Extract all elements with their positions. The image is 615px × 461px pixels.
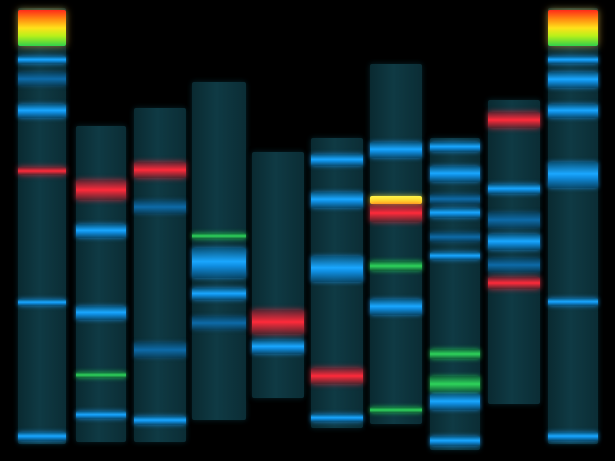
band: [311, 256, 363, 282]
band: [430, 142, 480, 152]
band: [76, 372, 126, 378]
band: [134, 200, 186, 214]
band: [548, 72, 598, 88]
band: [370, 196, 422, 204]
band: [488, 234, 540, 250]
band: [548, 432, 598, 441]
band: [488, 112, 540, 128]
band: [430, 194, 480, 204]
band: [430, 376, 480, 392]
band: [18, 104, 66, 118]
band: [252, 310, 304, 334]
band: [430, 394, 480, 410]
band: [370, 204, 422, 222]
lane-6: [311, 138, 363, 428]
band: [76, 224, 126, 238]
band: [311, 368, 363, 384]
band: [134, 342, 186, 358]
lane-8: [430, 138, 480, 450]
lane-5: [252, 152, 304, 398]
lane-7: [370, 64, 422, 424]
lane-4: [192, 82, 246, 420]
band: [370, 142, 422, 158]
lane-10: [548, 8, 598, 444]
band: [311, 192, 363, 208]
band: [488, 212, 540, 228]
band: [311, 414, 363, 422]
band: [192, 248, 246, 278]
lane-3: [134, 108, 186, 442]
band: [18, 432, 66, 441]
band: [370, 407, 422, 413]
band: [548, 104, 598, 118]
band: [134, 162, 186, 178]
band: [311, 154, 363, 166]
band: [192, 316, 246, 330]
band: [18, 10, 66, 46]
band: [488, 258, 540, 272]
lane-9: [488, 100, 540, 404]
band: [18, 167, 66, 175]
band: [76, 411, 126, 419]
band: [18, 72, 66, 86]
band: [370, 261, 422, 271]
band: [18, 56, 66, 64]
band: [488, 184, 540, 194]
band: [192, 288, 246, 300]
band: [252, 340, 304, 354]
band: [134, 416, 186, 425]
lane-1: [18, 8, 66, 444]
band: [430, 232, 480, 242]
band: [488, 277, 540, 289]
band: [430, 208, 480, 218]
band: [192, 233, 246, 239]
band: [548, 10, 598, 46]
lane-2: [76, 126, 126, 442]
band: [430, 252, 480, 260]
band: [548, 298, 598, 306]
band: [430, 349, 480, 359]
band: [76, 180, 126, 200]
band: [18, 299, 66, 306]
band: [430, 436, 480, 446]
band: [548, 56, 598, 64]
band: [370, 299, 422, 315]
band: [548, 162, 598, 188]
band: [430, 166, 480, 182]
band: [76, 306, 126, 320]
